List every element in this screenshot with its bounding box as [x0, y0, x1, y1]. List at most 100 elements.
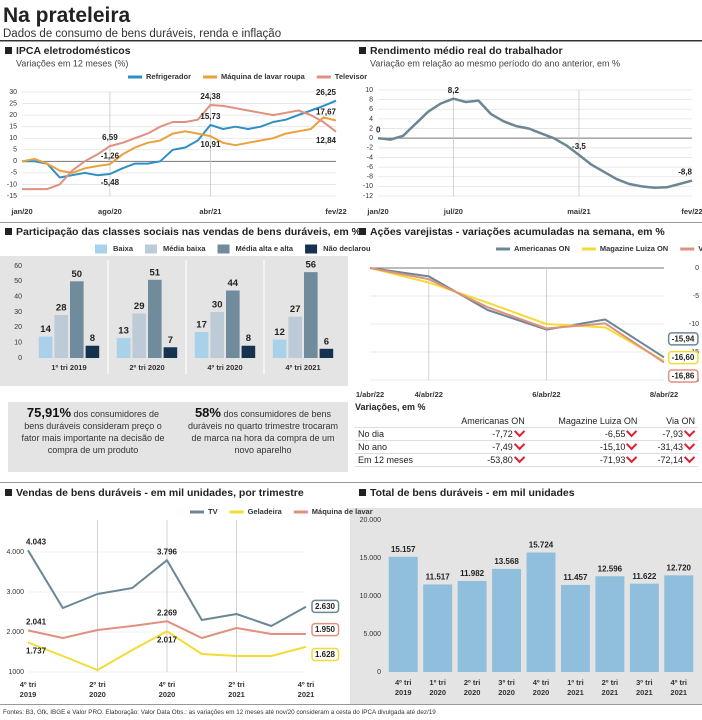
- down-icon: [683, 438, 696, 451]
- y-tick-label: 5: [13, 147, 17, 154]
- row-label: No ano: [358, 442, 388, 452]
- value-label: 15.724: [529, 541, 554, 550]
- down-icon: [626, 451, 638, 464]
- value-label: 6: [324, 336, 329, 347]
- x-tick-label: 2020: [533, 688, 550, 697]
- value-label: 11.517: [426, 573, 451, 582]
- table-row: No dia -7,72 -6,55 -7,93: [355, 425, 698, 441]
- y-tick-label: 4: [369, 116, 373, 123]
- value-label: 8: [246, 333, 251, 344]
- y-tick-label: 0: [695, 265, 699, 272]
- x-tick-label: jan/20: [366, 207, 388, 216]
- value-label: 6,59: [102, 133, 118, 142]
- table-cell: -7,49: [435, 438, 528, 454]
- bar: [241, 345, 256, 358]
- rule: [0, 704, 702, 705]
- legend-label: Televisor: [335, 72, 367, 81]
- value-label: 11.982: [460, 569, 485, 578]
- legend-label: Magazine Luiza ON: [600, 244, 668, 253]
- legend-label: Média alta e alta: [236, 244, 294, 253]
- x-tick-label: 3º tri: [498, 678, 515, 687]
- x-tick-label: 2020: [159, 690, 176, 699]
- bar: [54, 315, 68, 358]
- value-label: 27: [290, 304, 301, 315]
- x-tick-label: 2º tri 2020: [129, 363, 164, 372]
- table-row: Em 12 meses -53,80 -71,93 -72,14: [355, 451, 698, 467]
- y-tick-label: 10: [365, 87, 373, 94]
- cell-value: -6,55: [604, 429, 626, 439]
- down-icon: [683, 451, 696, 464]
- x-tick-label: 1º tri: [567, 678, 584, 687]
- table-cell: -7,93: [640, 425, 698, 441]
- rule: [0, 482, 702, 483]
- x-tick-label: 1/abr/22: [356, 390, 384, 399]
- y-tick-label: -4: [367, 154, 373, 161]
- value-label: 28: [56, 303, 67, 314]
- y-tick-label: -10: [7, 181, 17, 188]
- y-tick-label: 15.000: [360, 555, 382, 562]
- down-icon: [626, 425, 638, 438]
- x-tick-label: 4º tri: [671, 678, 688, 687]
- value-label: 0: [376, 125, 381, 134]
- value-label: 13.568: [494, 557, 519, 566]
- chart-subtitle: Variações em 12 meses (%): [16, 58, 128, 68]
- bar: [526, 552, 556, 672]
- table-cell: Em 12 meses: [355, 453, 436, 467]
- x-tick-label: abr/21: [199, 207, 221, 216]
- x-tick-label: 2020: [464, 688, 481, 697]
- value-box: [311, 647, 340, 662]
- line: [369, 267, 665, 362]
- cell-value: -53,80: [487, 455, 513, 465]
- y-tick-label: -10: [689, 321, 699, 328]
- x-tick-label: 2º tri: [602, 678, 619, 687]
- value-label: 8: [90, 333, 95, 344]
- value-label: 3.796: [157, 547, 178, 556]
- value-box: [667, 350, 699, 365]
- value-label: 30: [212, 300, 223, 311]
- bar: [85, 345, 100, 358]
- line: [27, 549, 307, 627]
- x-tick-label: 2020: [89, 690, 106, 699]
- value-label: -8,8: [678, 168, 692, 177]
- y-tick-label: 10: [9, 135, 17, 142]
- header-cell: [355, 415, 436, 428]
- x-tick-label: 2021: [602, 688, 619, 697]
- table-cell: -71,93: [527, 451, 641, 467]
- table-body: No dia -7,72 -6,55 -7,93 No ano -7,49 -15,10 -3…: [355, 425, 698, 467]
- bar: [272, 339, 287, 358]
- x-tick-label: 4º tri: [533, 678, 550, 687]
- chart-title: IPCA eletrodomésticos: [16, 45, 131, 57]
- y-tick-label: 4.000: [6, 549, 24, 556]
- chart-title: Vendas de bens duráveis - em mil unidade…: [16, 487, 304, 499]
- title-bullet: [359, 489, 366, 496]
- legend-label: Baixa: [113, 244, 134, 253]
- y-tick-label: 50: [14, 278, 22, 285]
- table-cell: -72,14: [640, 451, 698, 467]
- y-tick-label: 30: [9, 89, 17, 96]
- chart-title: Total de bens duráveis - em mil unidades: [370, 487, 575, 499]
- callout: 58% dos consumidores de bens duráveis no…: [178, 402, 348, 472]
- value-label: 1.950: [315, 625, 336, 634]
- value-label: 2.017: [157, 635, 178, 644]
- legend-label: Americanas ON: [514, 244, 570, 253]
- value-label: 12.720: [667, 563, 692, 572]
- bar: [163, 347, 178, 358]
- bar: [664, 575, 694, 672]
- table-cell: -7,72: [435, 425, 528, 441]
- y-tick-label: 20: [14, 324, 22, 331]
- value-label: 8,2: [448, 86, 460, 95]
- value-box: [667, 332, 699, 346]
- header: Na prateleira Dados de consumo de bens d…: [3, 4, 281, 40]
- bar: [304, 272, 318, 358]
- value-label: 10,91: [200, 140, 221, 149]
- down-icon: [683, 425, 696, 438]
- y-tick-label: 25: [9, 100, 17, 107]
- bar: [148, 279, 162, 358]
- cell-value: -31,43: [657, 442, 683, 452]
- title-bullet: [5, 47, 12, 54]
- value-label: 29: [134, 301, 145, 312]
- x-tick-label: 4/abr/22: [415, 390, 443, 399]
- x-tick-label: 2º tri: [228, 680, 245, 689]
- value-label: 2.630: [315, 602, 336, 611]
- table-title: Variações, em %: [355, 402, 426, 412]
